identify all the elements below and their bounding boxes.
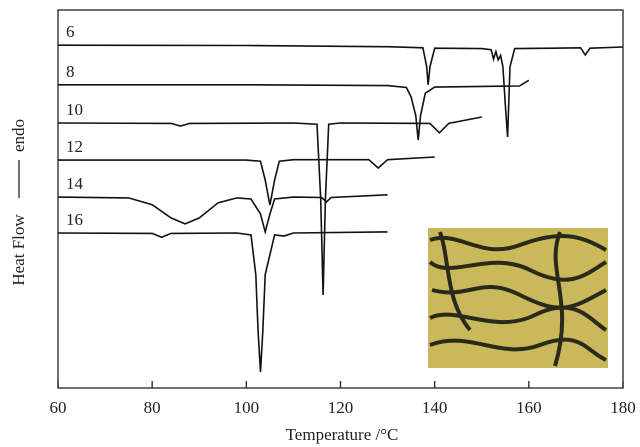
x-tick-label: 160 — [516, 398, 542, 417]
curve-label: 12 — [66, 137, 83, 156]
curve-label: 14 — [66, 174, 84, 193]
x-tick-label: 120 — [328, 398, 354, 417]
curve — [57, 44, 624, 138]
y-axis-title: Heat Flow — [9, 214, 28, 286]
curve — [57, 194, 388, 236]
x-tick-label: 80 — [144, 398, 161, 417]
curve — [58, 156, 435, 206]
x-axis-title: Temperature /°C — [286, 425, 399, 444]
curve — [58, 79, 530, 141]
curve-label: 16 — [66, 210, 83, 229]
x-tick-label: 60 — [50, 398, 67, 417]
inset-micrograph — [428, 228, 608, 368]
x-tick-label: 100 — [234, 398, 260, 417]
y-axis-title-group: Heat Flow endo — [9, 119, 28, 286]
y-axis-direction: endo — [9, 119, 28, 152]
x-tick-label: 140 — [422, 398, 448, 417]
curve-label: 10 — [66, 100, 83, 119]
curve — [57, 231, 388, 373]
x-tick-label: 180 — [610, 398, 636, 417]
curve-label: 6 — [66, 22, 75, 41]
curve — [57, 116, 482, 296]
curve-label: 8 — [66, 62, 75, 81]
